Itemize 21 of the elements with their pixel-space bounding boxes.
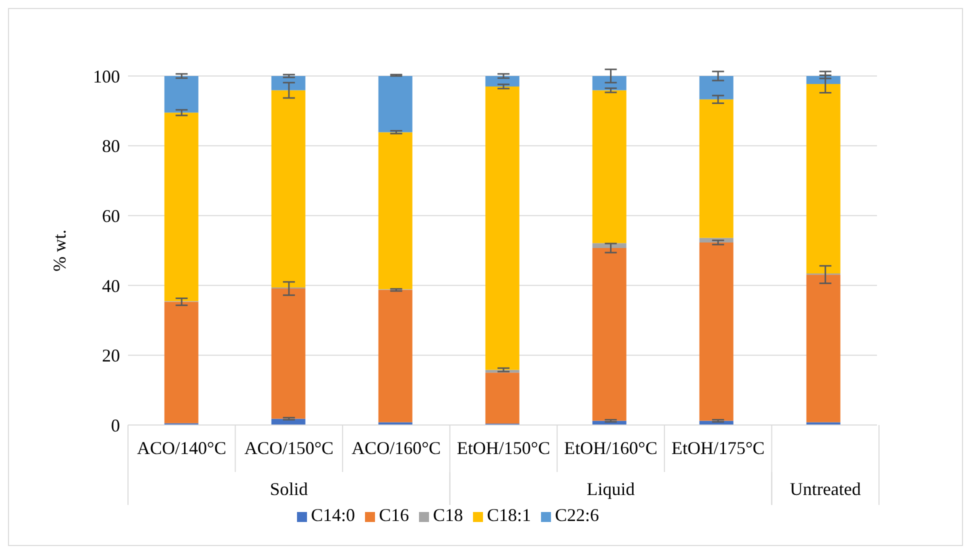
y-tick-label: 40	[102, 276, 120, 296]
y-tick-label: 100	[93, 66, 120, 86]
x-tick-label: EtOH/150°C	[456, 438, 550, 458]
text: Solid	[270, 479, 308, 499]
legend-label: C18	[432, 505, 463, 525]
y-tick-label: 20	[102, 346, 120, 366]
text: Liquid	[586, 479, 635, 499]
y-tick-label: 80	[102, 136, 120, 156]
legend-label: C18:1	[487, 505, 532, 525]
x-tick-label: ACO/150°C	[244, 438, 334, 458]
x-tick-label: EtOH/175°C	[671, 438, 765, 458]
legend-label: C22:6	[555, 505, 600, 525]
text: Untreated	[790, 479, 861, 499]
x-tick-label: EtOH/160°C	[564, 438, 658, 458]
legend-label: C14:0	[310, 505, 355, 525]
y-tick-label: 0	[111, 415, 120, 436]
y-tick-label: 60	[102, 206, 120, 226]
legend-label: C16	[378, 505, 409, 525]
x-tick-label: ACO/160°C	[352, 438, 441, 458]
y-axis-title: % wt.	[49, 230, 70, 272]
x-tick-label: ACO/140°C	[137, 438, 226, 458]
